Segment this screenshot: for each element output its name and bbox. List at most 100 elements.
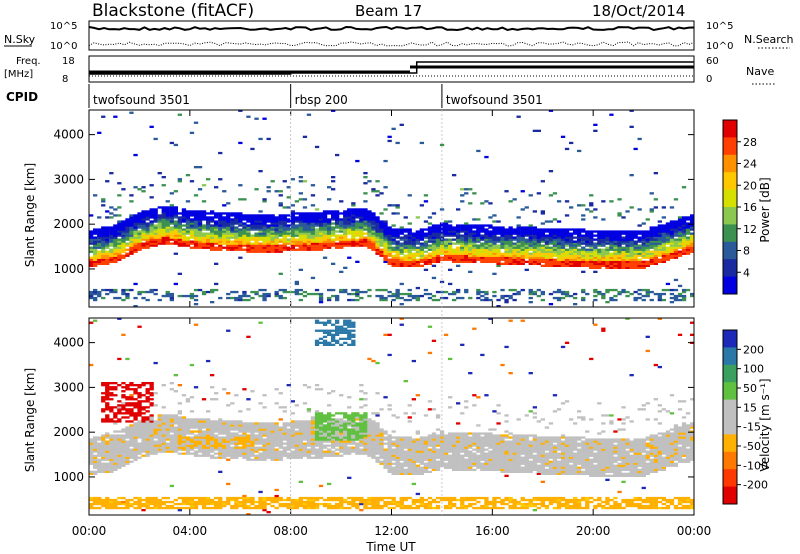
heatmap-cell: [105, 416, 110, 419]
heatmap-cell: [133, 414, 138, 417]
heatmap-cell: [577, 258, 582, 261]
heatmap-cell: [282, 502, 287, 506]
heatmap-cell: [306, 218, 312, 221]
heatmap-cell: [508, 258, 513, 261]
heatmap-cell: [669, 242, 675, 245]
heatmap-cell: [657, 220, 662, 223]
heatmap-cell: [403, 254, 408, 257]
heatmap-cell: [395, 206, 400, 209]
heatmap-cell: [298, 438, 303, 441]
heatmap-cell: [109, 456, 114, 459]
heatmap-cell: [113, 498, 118, 502]
heatmap-cell: [520, 232, 525, 235]
heatmap-cell: [222, 242, 227, 245]
heatmap-cell: [210, 448, 215, 451]
heatmap-cell: [262, 244, 267, 247]
heatmap-cell: [165, 446, 170, 449]
heatmap-cell: [314, 288, 320, 292]
heatmap-cell: [274, 216, 279, 219]
heatmap-cell: [222, 228, 227, 231]
heatmap-cell: [621, 256, 626, 259]
heatmap-cell: [472, 226, 477, 229]
heatmap-cell: [286, 242, 291, 245]
heatmap-cell: [601, 296, 606, 300]
heatmap-cell: [552, 240, 558, 243]
heatmap-cell: [109, 460, 114, 463]
heatmap-cell: [532, 210, 537, 213]
heatmap-cell: [496, 264, 501, 267]
heatmap-cell: [169, 232, 174, 235]
heatmap-cell: [177, 436, 182, 439]
heatmap-cell: [302, 232, 308, 235]
heatmap-cell: [109, 382, 114, 385]
heatmap-cell: [157, 422, 162, 425]
heatmap-cell: [500, 296, 505, 300]
heatmap-cell: [653, 228, 658, 231]
heatmap-cell: [318, 232, 324, 235]
heatmap-cell: [302, 228, 308, 231]
heatmap-cell: [101, 470, 106, 473]
heatmap-cell: [548, 232, 554, 235]
heatmap-cell: [492, 240, 497, 243]
heatmap-cell: [141, 290, 146, 294]
heatmap-cell: [129, 238, 134, 241]
heatmap-cell: [210, 234, 215, 237]
heatmap-cell: [306, 410, 312, 413]
heatmap-cell: [246, 220, 251, 223]
heatmap-cell: [331, 343, 336, 346]
heatmap-cell: [427, 216, 433, 219]
heatmap-cell: [278, 234, 283, 237]
heatmap-cell: [298, 232, 303, 235]
heatmap-cell: [153, 504, 158, 508]
heatmap-cell: [322, 446, 328, 449]
heatmap-cell: [141, 446, 146, 449]
heatmap-cell: [593, 230, 598, 233]
heatmap-cell: [613, 288, 618, 292]
heatmap-cell: [480, 244, 485, 247]
heatmap-cell: [181, 232, 187, 235]
heatmap-cell: [206, 424, 211, 427]
heatmap-cell: [322, 224, 328, 227]
heatmap-cell: [306, 240, 312, 243]
heatmap-cell: [234, 438, 239, 441]
heatmap-cell: [371, 214, 376, 217]
heatmap-cell: [153, 218, 158, 221]
heatmap-cell: [129, 288, 134, 292]
heatmap-cell: [569, 234, 574, 237]
heatmap-cell: [564, 250, 570, 253]
heatmap-cell: [214, 456, 219, 459]
heatmap-cell: [322, 242, 328, 245]
heatmap-cell: [456, 264, 461, 267]
heatmap-cell: [480, 258, 485, 261]
heatmap-cell: [335, 222, 340, 225]
heatmap-cell: [117, 464, 122, 467]
heatmap-cell: [415, 260, 420, 263]
heatmap-cell: [121, 402, 126, 405]
heatmap-cell: [548, 258, 554, 261]
heatmap-cell: [105, 262, 110, 265]
heatmap-cell: [423, 220, 429, 223]
heatmap-cell: [496, 230, 501, 233]
heatmap-cell: [274, 220, 279, 223]
heatmap-cell: [516, 242, 521, 245]
heatmap-cell: [597, 232, 602, 235]
heatmap-cell: [556, 242, 562, 245]
heatmap-cell: [218, 214, 223, 217]
heatmap-cell: [379, 296, 384, 300]
heatmap-cell: [560, 292, 566, 296]
heatmap-cell: [129, 234, 134, 237]
heatmap-cell: [262, 226, 267, 229]
heatmap-cell: [169, 382, 174, 385]
heatmap-cell: [617, 244, 622, 247]
heatmap-cell: [218, 238, 223, 241]
heatmap-cell: [532, 250, 537, 253]
heatmap-cell: [343, 236, 348, 239]
heatmap-cell: [391, 230, 396, 233]
heatmap-cell: [93, 288, 98, 292]
heatmap-cell: [661, 250, 666, 253]
heatmap-cell: [105, 452, 110, 455]
heatmap-cell: [254, 428, 259, 431]
heatmap-cell: [673, 256, 679, 259]
heatmap-cell: [290, 222, 295, 225]
heatmap-cell: [125, 402, 130, 405]
